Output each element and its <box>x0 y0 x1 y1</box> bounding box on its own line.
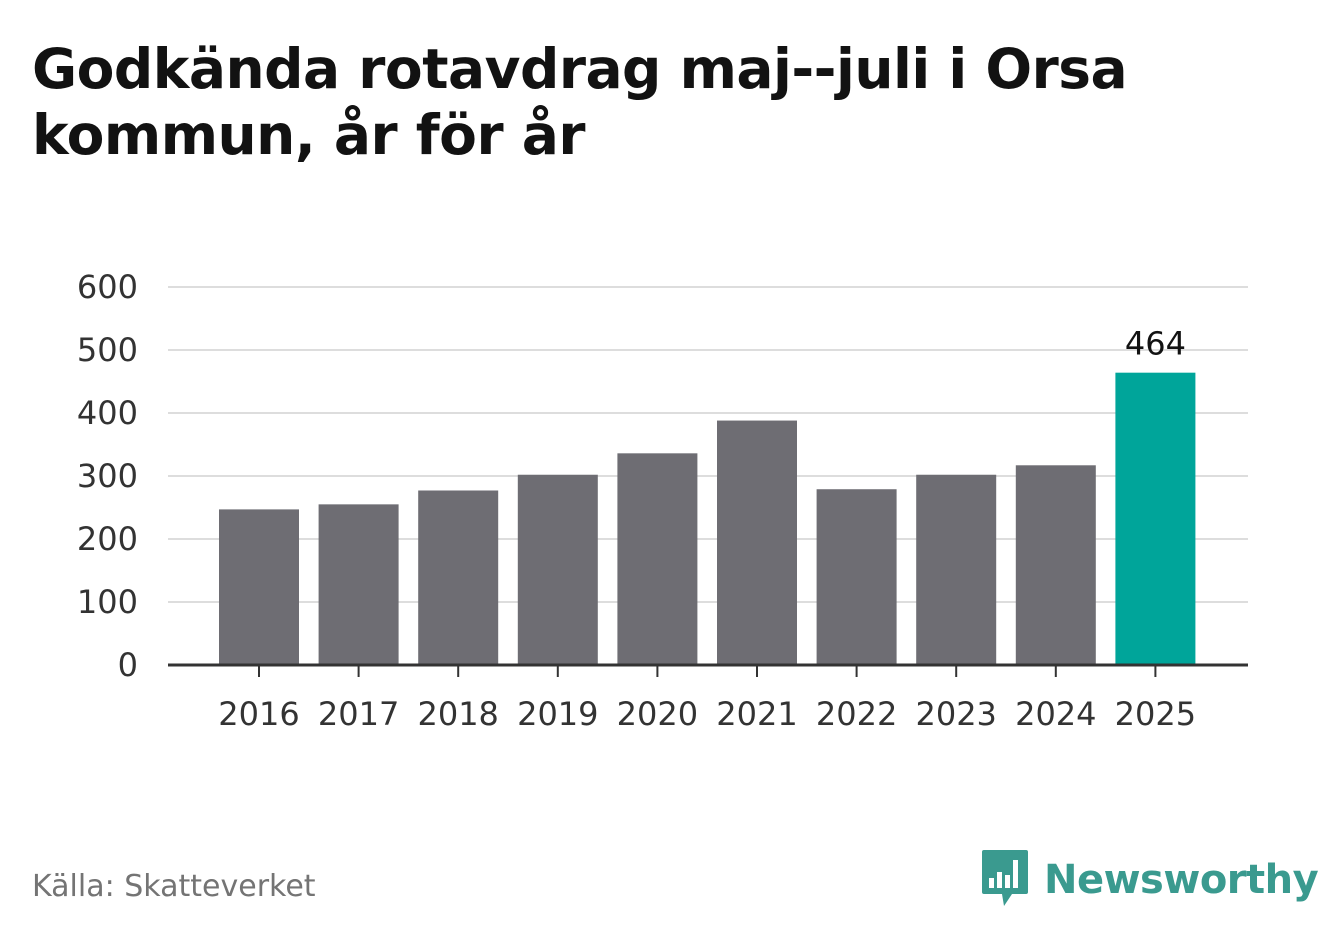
chart-title: Godkända rotavdrag maj--juli i Orsa komm… <box>32 37 1128 167</box>
bar-2020 <box>617 453 698 665</box>
bars <box>219 372 1196 665</box>
x-tick-label: 2018 <box>417 695 498 733</box>
x-tick-label: 2025 <box>1115 695 1196 733</box>
x-tick-label: 2017 <box>318 695 399 733</box>
bar-2021 <box>717 420 797 665</box>
y-tick-label: 100 <box>77 583 138 621</box>
y-tick-label: 400 <box>77 394 138 432</box>
newsworthy-logo: Newsworthy <box>980 848 1319 912</box>
source-note: Källa: Skatteverket <box>32 869 316 904</box>
x-axis-ticks: 2016 2017 2018 2019 2020 2021 2022 2023 2024 2025 <box>218 665 1196 733</box>
data-label: 464 <box>1125 325 1186 363</box>
y-tick-label: 600 <box>77 268 138 306</box>
x-tick-label: 2022 <box>816 695 897 733</box>
bar-2019 <box>517 474 598 665</box>
x-tick-label: 2021 <box>716 695 797 733</box>
y-tick-label: 200 <box>77 520 138 558</box>
bar-chart-speech-bubble-icon <box>980 848 1030 912</box>
x-tick-label: 2019 <box>517 695 598 733</box>
data-labels: 464 <box>1125 325 1186 363</box>
bar-2023 <box>916 474 997 665</box>
bar-2022 <box>816 489 897 665</box>
bar-2016 <box>219 509 299 665</box>
brand-name: Newsworthy <box>1044 857 1319 903</box>
x-tick-label: 2016 <box>218 695 299 733</box>
x-tick-label: 2023 <box>915 695 996 733</box>
x-tick-label: 2020 <box>617 695 698 733</box>
x-tick-label: 2024 <box>1015 695 1096 733</box>
bar-2025 <box>1115 372 1196 665</box>
y-tick-label: 300 <box>77 457 138 495</box>
bar-2024 <box>1015 465 1096 665</box>
y-tick-label: 0 <box>118 646 138 684</box>
y-tick-label: 500 <box>77 331 138 369</box>
bar-chart: 0 100 200 300 400 500 600 464 2016 2017 2018 2019… <box>77 268 1248 733</box>
bar-2018 <box>418 490 499 665</box>
bar-2017 <box>318 504 399 665</box>
y-axis-ticks: 0 100 200 300 400 500 600 <box>77 268 138 684</box>
